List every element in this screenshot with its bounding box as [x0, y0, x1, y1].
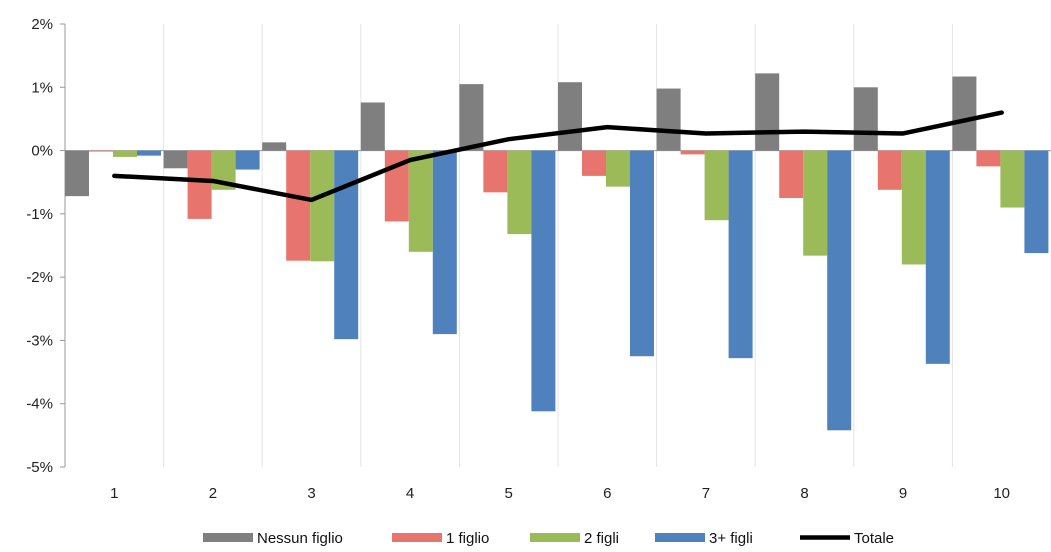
x-tick-label: 3 — [307, 485, 315, 502]
bar-3-figli — [1024, 150, 1049, 254]
bar-1-figlio — [582, 150, 606, 176]
line-totale — [112, 110, 1004, 203]
x-tick-label: 10 — [993, 485, 1010, 502]
bar-3-figli — [531, 150, 556, 412]
bar-1-figlio — [680, 150, 705, 155]
y-tick-label: -3% — [26, 332, 53, 349]
bar-1-figlio — [187, 150, 212, 219]
y-tick-label: -5% — [26, 459, 53, 476]
x-tick-label: 6 — [603, 485, 611, 502]
y-tick-label: -1% — [26, 206, 53, 223]
bar-1-figlio — [483, 150, 508, 193]
legend-key-nessun-figlio — [203, 533, 253, 542]
bar-3-figli — [925, 150, 950, 364]
bar-nessun-figlio — [853, 87, 878, 151]
bar-nessun-figlio — [656, 88, 681, 151]
bar-2-figli — [704, 150, 729, 221]
labels-layer: 2% 1% 0% -1% -2% -3% -4% -5% 1 2 3 4 5 6 7 8 9 10 — [26, 16, 1010, 502]
bar-1-figlio — [779, 150, 804, 199]
x-tick-label: 1 — [110, 485, 118, 502]
x-tick-label: 9 — [899, 485, 907, 502]
bar-1-figlio — [286, 150, 311, 261]
legend-label: 2 figli — [584, 530, 619, 547]
y-tick-label: 0% — [31, 143, 53, 160]
legend-label: 1 figlio — [446, 530, 489, 547]
bar-3-figli — [137, 150, 161, 156]
bar-2-figli — [606, 150, 630, 187]
bar-nessun-figlio — [952, 76, 977, 151]
legend-key-2-figli — [530, 533, 580, 542]
bar-3-figli — [432, 150, 457, 335]
bar-3-figli — [630, 150, 654, 357]
bar-nessun-figlio — [163, 150, 188, 169]
bar-1-figlio — [89, 150, 113, 152]
bar-3-figli — [728, 150, 753, 359]
bar-2-figli — [507, 150, 532, 235]
bar-2-figli — [408, 150, 433, 252]
bar-2-figli — [901, 150, 926, 265]
bar-2-figli — [803, 150, 828, 256]
y-tick-label: -2% — [26, 269, 53, 286]
bar-1-figlio — [877, 150, 902, 190]
legend-key-3-figli — [655, 533, 705, 542]
legend-label: Nessun figlio — [257, 530, 343, 547]
bar-1-figlio — [976, 150, 1001, 167]
x-tick-label: 7 — [702, 485, 710, 502]
bar-nessun-figlio — [360, 102, 385, 151]
bar-2-figli — [113, 150, 137, 157]
y-tick-label: -4% — [26, 396, 53, 413]
bar-3-figli — [827, 150, 852, 431]
bar-2-figli — [310, 150, 335, 262]
bar-nessun-figlio — [459, 84, 484, 151]
legend-key-1-figlio — [392, 533, 442, 542]
bar-nessun-figlio — [558, 82, 582, 151]
bar-3-figli — [334, 150, 359, 340]
bars-layer — [65, 73, 1049, 431]
y-tick-label: 1% — [31, 79, 53, 96]
bar-nessun-figlio — [65, 150, 89, 197]
y-tick-label: 2% — [31, 16, 53, 33]
legend-label: 3+ figli — [709, 530, 753, 547]
bar-nessun-figlio — [755, 73, 780, 151]
x-tick-label: 8 — [800, 485, 808, 502]
legend-label: Totale — [854, 530, 894, 547]
x-tick-label: 5 — [505, 485, 513, 502]
x-tick-label: 2 — [209, 485, 217, 502]
legend: Nessun figlio 1 figlio 2 figli 3+ figli Tota… — [203, 530, 894, 547]
line-layer — [112, 110, 1004, 203]
bar-2-figli — [1000, 150, 1025, 208]
bar-nessun-figlio — [262, 142, 287, 151]
bar-3-figli — [235, 150, 260, 170]
x-tick-label: 4 — [406, 485, 414, 502]
